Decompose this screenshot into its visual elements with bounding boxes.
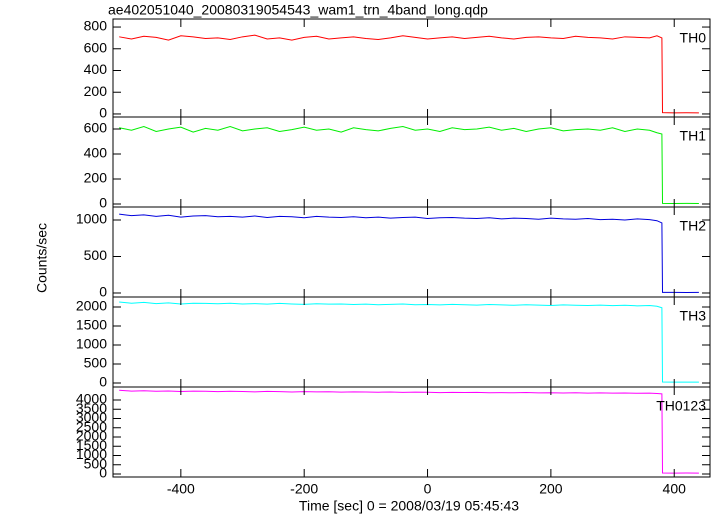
- y-tick-label: 600: [84, 39, 108, 55]
- legend-label: TH3: [680, 308, 707, 324]
- y-tick-label: 1000: [76, 446, 107, 462]
- y-tick-label: 0: [99, 195, 107, 211]
- y-tick-label: 0: [99, 374, 107, 390]
- y-tick-label: 200: [84, 83, 108, 99]
- y-tick-label: 2000: [76, 428, 107, 444]
- y-tick-label: 500: [84, 455, 108, 471]
- panel-frame: [112, 296, 711, 388]
- x-tick-label: -400: [167, 481, 195, 497]
- y-tick-label: 400: [84, 61, 108, 77]
- x-tick-label: 200: [539, 481, 563, 497]
- y-tick-label: 1500: [76, 317, 107, 333]
- chart-title: ae402051040_20080319054543_wam1_trn_4ban…: [108, 2, 488, 18]
- x-tick-label: 0: [424, 481, 432, 497]
- y-tick-label: 1500: [76, 437, 107, 453]
- y-tick-label: 0: [99, 105, 107, 121]
- y-tick-label: 3000: [76, 409, 107, 425]
- y-tick-label: 1000: [76, 336, 107, 352]
- y-tick-label: 600: [84, 120, 108, 136]
- y-tick-label: 0: [99, 284, 107, 300]
- y-tick-label: 200: [84, 170, 108, 186]
- y-tick-label: 3500: [76, 400, 107, 416]
- legend-label: TH1: [680, 128, 707, 144]
- x-tick-label: 400: [663, 481, 687, 497]
- panel-frame: [112, 206, 711, 298]
- y-tick-label: 2500: [76, 418, 107, 434]
- x-tick-label: -200: [290, 481, 318, 497]
- y-tick-label: 4000: [76, 391, 107, 407]
- data-line: [119, 34, 699, 114]
- y-axis-label: Counts/sec: [34, 223, 50, 293]
- y-tick-label: 0: [99, 465, 107, 481]
- data-line: [119, 389, 699, 474]
- legend-label: TH2: [680, 218, 707, 234]
- data-line: [119, 213, 699, 293]
- y-tick-label: 2000: [76, 298, 107, 314]
- panel-frame: [112, 18, 711, 118]
- panel-frame: [112, 386, 711, 478]
- y-tick-label: 800: [84, 18, 108, 34]
- y-tick-label: 500: [84, 355, 108, 371]
- data-line: [119, 301, 699, 383]
- y-tick-label: 500: [84, 247, 108, 263]
- legend-label: TH0123: [656, 398, 706, 414]
- data-line: [119, 125, 699, 205]
- y-tick-label: 1000: [76, 211, 107, 227]
- legend-label: TH0: [680, 30, 707, 46]
- y-tick-label: 400: [84, 145, 108, 161]
- x-axis-label: Time [sec] 0 = 2008/03/19 05:45:43: [299, 498, 519, 514]
